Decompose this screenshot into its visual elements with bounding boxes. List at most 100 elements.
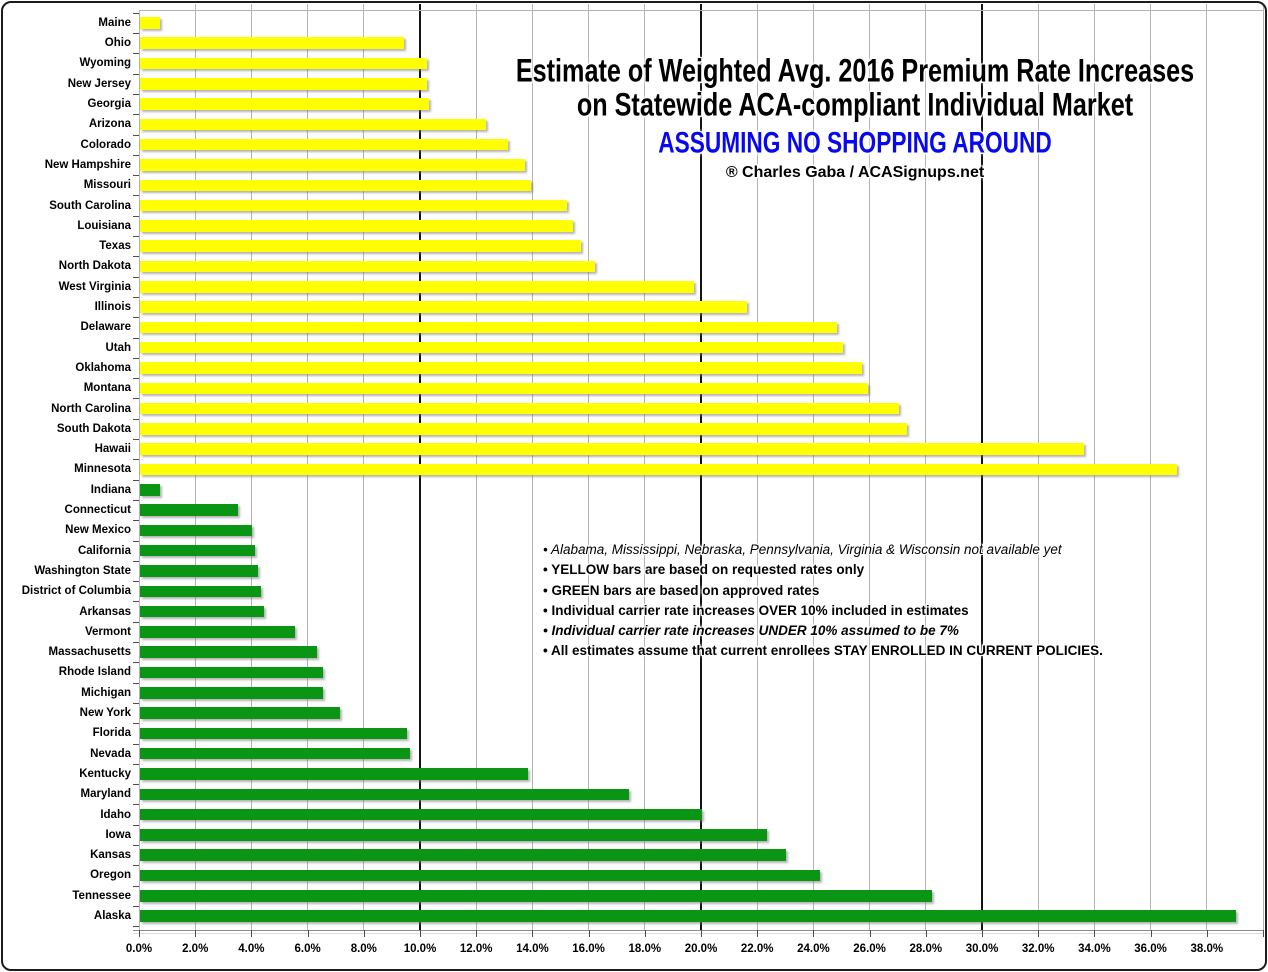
state-label: Kansas bbox=[90, 849, 131, 862]
x-axis-tick bbox=[925, 930, 927, 937]
state-label: South Carolina bbox=[49, 199, 131, 212]
chart-notes: • Alabama, Mississippi, Nebraska, Pennsy… bbox=[543, 540, 1103, 662]
y-axis-tick bbox=[133, 560, 139, 562]
x-tick-label: 16.0% bbox=[572, 943, 605, 955]
y-axis-tick bbox=[133, 926, 139, 928]
note-not-available: • Alabama, Mississippi, Nebraska, Pennsy… bbox=[543, 542, 1062, 557]
y-axis-tick bbox=[133, 885, 139, 887]
chart-title-line1: Estimate of Weighted Avg. 2016 Premium R… bbox=[515, 53, 1195, 90]
y-axis-tick bbox=[133, 398, 139, 400]
bar-new-mexico bbox=[140, 524, 253, 537]
bar-maryland bbox=[140, 788, 629, 800]
y-axis-tick bbox=[133, 114, 139, 116]
bar-montana bbox=[140, 382, 868, 394]
bar-louisiana bbox=[140, 220, 573, 232]
y-axis-tick bbox=[133, 134, 139, 136]
y-axis-tick bbox=[133, 845, 139, 846]
bar-south-dakota bbox=[140, 423, 908, 435]
bar-connecticut bbox=[140, 504, 239, 516]
bar-georgia bbox=[140, 98, 430, 110]
y-axis-tick bbox=[133, 784, 139, 786]
x-axis-tick bbox=[869, 930, 871, 937]
y-axis-tick bbox=[133, 743, 139, 745]
y-axis-tick bbox=[133, 804, 139, 806]
bar-texas bbox=[140, 240, 582, 252]
bar-iowa bbox=[140, 829, 767, 841]
x-axis-tick bbox=[644, 930, 646, 937]
note-green-bars: • GREEN bars are based on approved rates bbox=[543, 582, 820, 598]
y-axis-tick bbox=[133, 682, 139, 684]
state-label: Missouri bbox=[83, 179, 131, 192]
x-tick-label: 36.0% bbox=[1134, 943, 1167, 955]
state-label: Washington State bbox=[34, 564, 131, 577]
bar-west-virginia bbox=[140, 281, 694, 293]
bar-new-york bbox=[140, 707, 340, 719]
state-label: Florida bbox=[92, 727, 131, 740]
x-tick-label: 26.0% bbox=[853, 943, 886, 955]
y-axis-tick bbox=[133, 905, 139, 907]
chart-title-line2: on Statewide ACA-compliant Individual Ma… bbox=[576, 87, 1134, 124]
bar-district-of-columbia bbox=[140, 585, 261, 597]
state-label: New Mexico bbox=[65, 524, 131, 537]
y-axis-tick bbox=[133, 540, 139, 542]
x-axis-tick bbox=[363, 930, 365, 937]
y-axis-tick bbox=[133, 459, 139, 461]
x-axis-tick bbox=[1038, 930, 1040, 937]
state-label: Tennessee bbox=[72, 889, 131, 902]
bar-oklahoma bbox=[140, 362, 863, 374]
y-axis-tick bbox=[133, 215, 139, 217]
y-axis-tick bbox=[133, 642, 139, 643]
state-label: Colorado bbox=[80, 138, 131, 151]
bar-indiana bbox=[140, 484, 160, 496]
bar-idaho bbox=[140, 808, 702, 821]
bar-kansas bbox=[140, 849, 787, 861]
y-axis-tick bbox=[133, 378, 139, 380]
y-axis-tick bbox=[133, 824, 139, 826]
state-label: Kentucky bbox=[79, 767, 131, 780]
state-label: Alaska bbox=[93, 910, 131, 923]
bar-ohio bbox=[140, 37, 405, 49]
bar-kentucky bbox=[140, 768, 528, 780]
state-label: Texas bbox=[99, 240, 131, 253]
state-label: Arizona bbox=[88, 118, 131, 131]
state-label: Vermont bbox=[84, 625, 131, 638]
x-tick-label: 20.0% bbox=[684, 943, 718, 955]
y-axis-tick bbox=[133, 581, 139, 583]
state-label: Nevada bbox=[90, 747, 131, 760]
bar-rhode-island bbox=[140, 666, 323, 679]
plot-top-border bbox=[139, 10, 1263, 11]
y-axis-tick bbox=[133, 418, 139, 420]
state-label: Iowa bbox=[105, 828, 131, 841]
y-axis-tick bbox=[133, 195, 139, 197]
y-axis-tick bbox=[133, 479, 139, 481]
x-axis-tick bbox=[195, 930, 197, 937]
state-label: Utah bbox=[105, 341, 131, 354]
x-tick-label: 30.0% bbox=[965, 943, 999, 955]
bar-massachusetts bbox=[140, 646, 318, 658]
state-label: North Carolina bbox=[51, 402, 131, 415]
state-label: Illinois bbox=[94, 301, 131, 314]
x-axis-tick bbox=[813, 930, 815, 937]
x-axis-tick bbox=[1263, 930, 1264, 937]
bar-nevada bbox=[140, 747, 410, 760]
state-label: Louisiana bbox=[77, 219, 131, 232]
bar-michigan bbox=[140, 687, 323, 699]
y-axis-tick bbox=[133, 12, 139, 14]
x-axis-tick bbox=[251, 930, 253, 937]
state-label: Maine bbox=[98, 16, 131, 29]
y-axis-tick bbox=[133, 33, 139, 34]
bar-north-carolina bbox=[140, 402, 899, 415]
state-label: Ohio bbox=[104, 37, 131, 50]
x-tick-label: 2.0% bbox=[182, 943, 209, 955]
state-label: North Dakota bbox=[58, 260, 131, 273]
plot-right-border bbox=[1263, 4, 1264, 930]
bar-florida bbox=[140, 727, 407, 740]
state-label: Indiana bbox=[90, 483, 131, 496]
state-label: Minnesota bbox=[74, 463, 131, 476]
x-tick-label: 6.0% bbox=[294, 943, 321, 955]
note-yellow-bars: • YELLOW bars are based on requested rat… bbox=[543, 562, 865, 578]
note-over-10: • Individual carrier rate increases OVER… bbox=[543, 602, 969, 618]
chart-subtitle: ASSUMING NO SHOPPING AROUND bbox=[658, 126, 1052, 160]
y-axis-tick bbox=[133, 499, 139, 501]
